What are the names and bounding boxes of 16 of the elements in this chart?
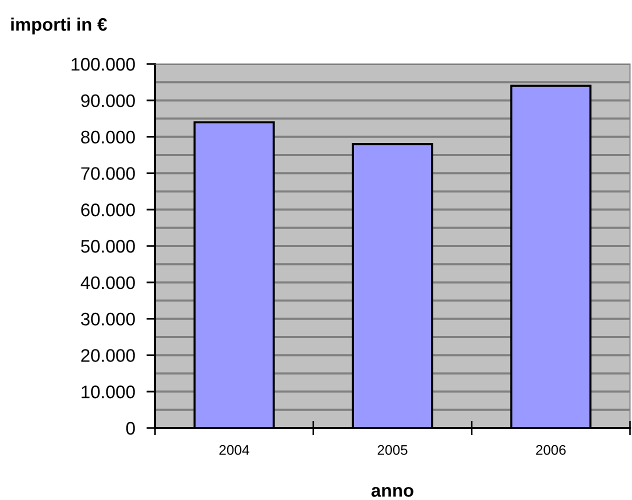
y-tick-label: 100.000 [72, 58, 135, 71]
x-axis-title: anno [371, 486, 414, 497]
x-tick-label: 2006 [536, 445, 566, 455]
y-tick-label: 60.000 [81, 204, 135, 216]
y-tick-label: 90.000 [81, 94, 135, 108]
y-tick-label: 30.000 [81, 312, 135, 326]
y-axis-title: importi in € [11, 18, 107, 34]
y-tick-label: 20.000 [81, 349, 135, 362]
x-tick-label: 2004 [219, 445, 250, 455]
y-tick-label: 70.000 [81, 167, 135, 180]
y-tick-label: 10.000 [82, 386, 135, 398]
y-tick-label: 0 [126, 422, 135, 435]
y-tick-label: 80.000 [81, 130, 135, 144]
y-tick-label: 50.000 [81, 240, 135, 253]
x-tick-label: 2005 [378, 445, 408, 455]
y-tick-label: 40.000 [80, 276, 135, 290]
